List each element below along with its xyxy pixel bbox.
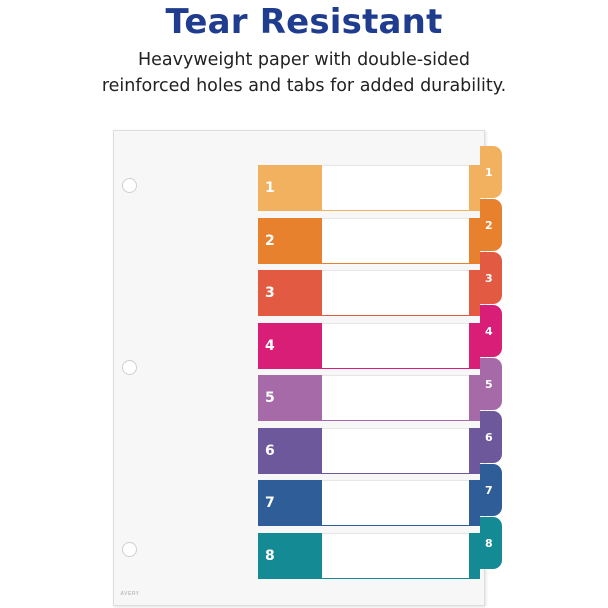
subtext-line-1: Heavyweight paper with double-sided bbox=[137, 50, 470, 70]
divider-tab-6: 6 bbox=[480, 411, 502, 463]
index-row-8: 8 bbox=[258, 532, 480, 579]
index-color-strip bbox=[469, 480, 480, 526]
index-field-underline bbox=[322, 210, 469, 211]
index-color-strip bbox=[469, 322, 480, 369]
index-text-field bbox=[322, 217, 469, 264]
index-text-field bbox=[322, 270, 469, 316]
index-number-block: 5 bbox=[258, 375, 322, 421]
index-field-underline bbox=[322, 315, 469, 316]
index-field-underline bbox=[322, 262, 469, 264]
divider-tab-1: 1 bbox=[480, 146, 502, 198]
divider-tab-2: 2 bbox=[480, 199, 502, 251]
divider-tab-7: 7 bbox=[480, 464, 502, 516]
index-text-field bbox=[322, 375, 469, 421]
index-text-field bbox=[322, 322, 469, 369]
index-row-7: 7 bbox=[258, 480, 480, 526]
index-number-block: 6 bbox=[258, 427, 322, 474]
subtext: Heavyweight paper with double-sided rein… bbox=[20, 47, 588, 99]
index-text-field bbox=[322, 427, 469, 474]
index-field-underline bbox=[322, 525, 469, 526]
index-row-3: 3 bbox=[258, 270, 480, 316]
index-field-underline bbox=[322, 577, 469, 579]
index-color-strip bbox=[469, 165, 480, 211]
index-number-block: 2 bbox=[258, 217, 322, 264]
index-row-6: 6 bbox=[258, 427, 480, 474]
index-row-5: 5 bbox=[258, 375, 480, 421]
index-number-block: 1 bbox=[258, 165, 322, 211]
headline: Tear Resistant bbox=[165, 2, 443, 42]
subtext-line-2: reinforced holes and tabs for added dura… bbox=[101, 76, 507, 96]
binder-hole-middle bbox=[122, 360, 137, 375]
index-field-underline bbox=[322, 367, 469, 369]
index-number-block: 8 bbox=[258, 532, 322, 579]
index-text-field bbox=[322, 165, 469, 211]
index-row-4: 4 bbox=[258, 322, 480, 369]
index-color-strip bbox=[469, 270, 480, 316]
binder-hole-top bbox=[122, 178, 137, 193]
index-color-strip bbox=[469, 375, 480, 421]
index-number-block: 7 bbox=[258, 480, 322, 526]
brand-mark: AVERY bbox=[120, 591, 140, 597]
index-row-1: 1 bbox=[258, 165, 480, 211]
index-number-block: 4 bbox=[258, 322, 322, 369]
divider-tab-3: 3 bbox=[480, 252, 502, 304]
divider-sheet: 1 2 3 4 5 6 7 8 AVERY bbox=[113, 130, 485, 606]
index-text-field bbox=[322, 480, 469, 526]
index-field-underline bbox=[322, 472, 469, 474]
index-text-field bbox=[322, 532, 469, 579]
divider-tab-4: 4 bbox=[480, 305, 502, 357]
index-color-strip bbox=[469, 217, 480, 264]
index-field-underline bbox=[322, 420, 469, 421]
binder-hole-bottom bbox=[122, 542, 137, 557]
divider-tab-5: 5 bbox=[480, 358, 502, 410]
index-color-strip bbox=[469, 532, 480, 579]
divider-tab-8: 8 bbox=[480, 517, 502, 569]
index-row-2: 2 bbox=[258, 217, 480, 264]
index-number-block: 3 bbox=[258, 270, 322, 316]
index-color-strip bbox=[469, 427, 480, 474]
